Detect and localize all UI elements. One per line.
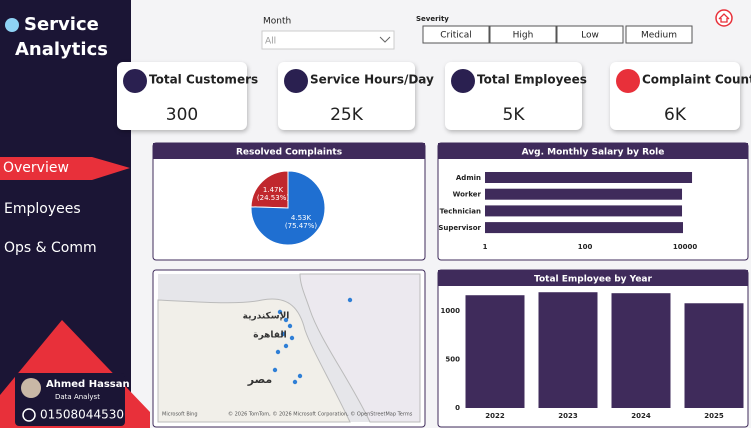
- severity-option: Low: [581, 31, 599, 41]
- map-land: [299, 273, 421, 423]
- profile-role: Data Analyst: [55, 393, 100, 401]
- x-tick-label: 2023: [558, 412, 578, 420]
- map-label: مصر: [247, 373, 273, 386]
- x-tick-label: 100: [578, 243, 593, 251]
- severity-option: High: [513, 31, 534, 41]
- month-dropdown[interactable]: [261, 30, 395, 50]
- panel-title: Total Employee by Year: [534, 275, 652, 285]
- y-tick-label: Worker: [453, 191, 482, 199]
- panel-title: Resolved Complaints: [236, 148, 342, 158]
- bar: [485, 205, 683, 217]
- y-tick-label: Supervisor: [438, 224, 481, 232]
- logo-icon: [5, 18, 19, 32]
- kpi-icon: [451, 69, 475, 93]
- filter-label: Month: [263, 17, 291, 27]
- data-label: 1.47K: [263, 186, 284, 194]
- kpi-value: 25K: [330, 105, 364, 125]
- y-tick-label: 500: [445, 356, 460, 364]
- kpi-label: Complaint Count: [642, 73, 751, 87]
- kpi-card: [278, 62, 415, 130]
- severity-button[interactable]: [422, 25, 490, 44]
- nav-item[interactable]: Overview: [3, 160, 69, 176]
- y-tick-label: 0: [455, 404, 460, 412]
- severity-option: Medium: [641, 31, 677, 41]
- severity-button[interactable]: [556, 25, 624, 44]
- map-attribution: © 2026 TomTom, © 2026 Microsoft Corporat…: [228, 411, 413, 418]
- x-tick-label: 1: [483, 243, 488, 251]
- profile-card: [15, 373, 125, 426]
- map-point: [289, 335, 295, 341]
- bar: [611, 293, 671, 408]
- panel-header: [153, 143, 425, 159]
- kpi-icon: [616, 69, 640, 93]
- map-point: [280, 331, 286, 337]
- pie-slice: [250, 170, 289, 209]
- severity-button[interactable]: [625, 25, 693, 44]
- kpi-value: 300: [166, 105, 198, 125]
- kpi-card: [445, 62, 582, 130]
- y-tick-label: 1000: [441, 307, 461, 315]
- map-point: [297, 373, 303, 379]
- data-label: 4.53K: [291, 214, 312, 222]
- map-point: [283, 343, 289, 349]
- map-point: [292, 379, 298, 385]
- phone-icon: [22, 408, 36, 422]
- severity-button[interactable]: [489, 25, 557, 44]
- kpi-value: 6K: [664, 105, 687, 125]
- severity-option: Critical: [440, 31, 471, 41]
- map-land: [157, 298, 351, 423]
- y-tick-label: Admin: [456, 174, 481, 182]
- nav-item[interactable]: Ops & Comm: [4, 240, 97, 256]
- kpi-label: Total Employees: [477, 73, 587, 87]
- data-label: (24.53%): [257, 194, 289, 202]
- nav-item[interactable]: Employees: [4, 201, 81, 217]
- x-tick-label: 10000: [673, 243, 697, 251]
- app-title: Analytics: [15, 39, 108, 60]
- kpi-card: [610, 62, 740, 130]
- map-point: [272, 367, 278, 373]
- data-label: (75.47%): [285, 222, 317, 230]
- bar: [465, 295, 525, 408]
- dropdown-arrow: [379, 36, 391, 43]
- map-point: [287, 323, 293, 329]
- bar: [684, 303, 744, 408]
- dropdown-value: All: [265, 37, 276, 47]
- map-label: القاهرة: [253, 331, 286, 341]
- pie-slice: [250, 170, 326, 246]
- bar: [485, 188, 683, 200]
- map-brand: Microsoft Bing: [162, 412, 198, 418]
- panel-header: [438, 270, 748, 286]
- map-label: الإسكندرية: [243, 312, 290, 322]
- panel-header: [438, 143, 748, 159]
- kpi-label: Total Customers: [149, 73, 258, 87]
- kpi-icon: [123, 69, 147, 93]
- filter-label: Severity: [416, 15, 449, 23]
- x-tick-label: 2022: [485, 412, 505, 420]
- x-tick-label: 2025: [704, 412, 724, 420]
- profile-name: Ahmed Hassan: [46, 379, 130, 390]
- home-icon: [718, 13, 730, 23]
- profile-phone: 01508044530: [40, 408, 124, 422]
- nav-active: [0, 157, 130, 180]
- bar: [485, 172, 693, 183]
- kpi-icon: [284, 69, 308, 93]
- kpi-card: [117, 62, 247, 130]
- avatar: [21, 378, 41, 398]
- home-button[interactable]: [715, 9, 733, 27]
- y-tick-label: Technician: [440, 207, 481, 215]
- map-point: [277, 309, 283, 315]
- kpi-label: Service Hours/Day: [310, 73, 434, 87]
- map-point: [283, 317, 289, 323]
- x-tick-label: 2024: [631, 412, 651, 420]
- kpi-value: 5K: [503, 105, 526, 125]
- map-point: [347, 297, 353, 303]
- map-point: [275, 349, 281, 355]
- panel-title: Avg. Monthly Salary by Role: [522, 148, 665, 158]
- bar: [538, 292, 598, 408]
- app-title: Service: [24, 14, 99, 35]
- bar: [485, 222, 683, 234]
